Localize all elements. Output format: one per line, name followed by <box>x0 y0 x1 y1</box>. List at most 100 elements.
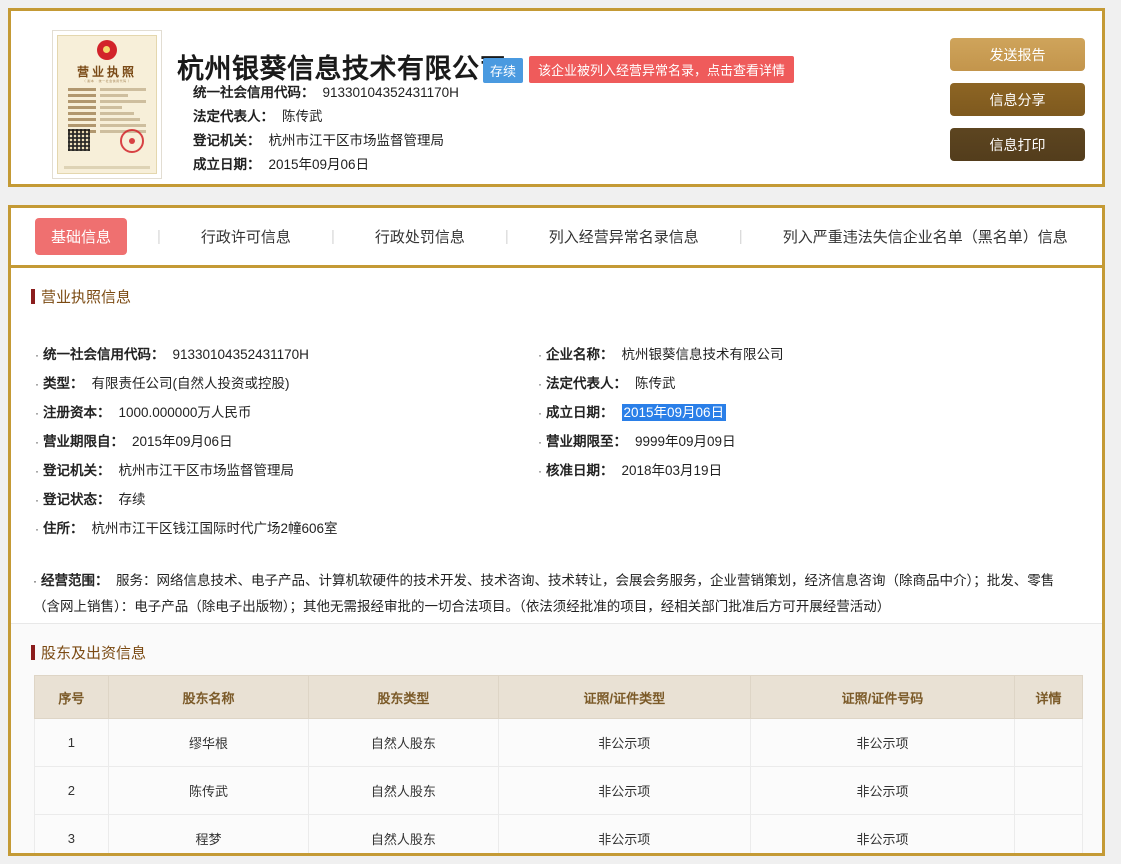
column-header-type: 股东类型 <box>308 675 499 719</box>
info-row-registration-status: · 登记状态： 存续 <box>35 491 146 509</box>
header-field-value: 陈传武 <box>282 109 323 124</box>
cell-name: 程梦 <box>107 814 310 853</box>
shareholders-section: 股东及出资信息 序号 股东名称 股东类型 证照/证件类型 证照/证件号码 详情 … <box>11 624 1102 853</box>
header-field-legal-rep: 法定代表人： 陈传武 <box>193 105 459 129</box>
info-label: 登记状态： <box>43 492 111 507</box>
info-row-term-to: · 营业期限至： 9999年09月09日 <box>538 433 736 451</box>
cell-name: 缪华根 <box>107 718 310 767</box>
header-field-value: 2015年09月06日 <box>268 157 370 172</box>
red-seal-icon <box>120 129 144 153</box>
bullet-icon: · <box>538 406 542 420</box>
send-report-button[interactable]: 发送报告 <box>950 38 1085 71</box>
info-value: 1000.000000万人民币 <box>118 405 252 420</box>
bullet-icon: · <box>35 377 39 391</box>
column-header-index: 序号 <box>34 675 109 719</box>
table-row: 1 缪华根 自然人股东 非公示项 非公示项 <box>34 718 1083 767</box>
national-emblem-icon <box>97 40 117 60</box>
header-field-label: 成立日期： <box>193 157 261 172</box>
info-row-credit-code: · 统一社会信用代码： 91330104352431170H <box>35 346 309 364</box>
info-row-registration-authority: · 登记机关： 杭州市江干区市场监督管理局 <box>35 462 294 480</box>
bullet-icon: · <box>538 435 542 449</box>
info-label: 登记机关： <box>43 463 111 478</box>
cell-type: 自然人股东 <box>308 766 499 815</box>
license-thumb-title: 营业执照 <box>76 65 137 79</box>
info-label: 住所： <box>43 521 84 536</box>
license-image-inner: 营业执照 （ 副本 · 统一社会信用代码 ） <box>57 35 157 174</box>
info-label: 营业期限自： <box>43 434 124 449</box>
bullet-icon: · <box>538 377 542 391</box>
section-marker-icon <box>31 289 35 304</box>
header-field-establish-date: 成立日期： 2015年09月06日 <box>193 153 459 177</box>
bullet-icon: · <box>538 464 542 478</box>
info-label: 营业期限至： <box>546 434 627 449</box>
cell-detail[interactable] <box>1014 814 1083 853</box>
info-value-selected[interactable]: 2015年09月06日 <box>621 404 727 421</box>
license-section-heading: 营业执照信息 <box>11 268 1102 317</box>
header-field-value: 91330104352431170H <box>322 85 459 100</box>
info-value: 杭州银葵信息技术有限公司 <box>621 347 784 362</box>
column-header-detail: 详情 <box>1014 675 1083 719</box>
info-value: 杭州市江干区市场监督管理局 <box>118 463 295 478</box>
info-row-business-scope: · 经营范围： 服务：网络信息技术、电子产品、计算机软硬件的技术开发、技术咨询、技… <box>33 568 1078 619</box>
tab-divider: | <box>157 228 161 245</box>
header-field-label: 统一社会信用代码： <box>193 85 315 100</box>
info-row-establish-date: · 成立日期： 2015年09月06日 <box>538 404 727 422</box>
action-button-group: 发送报告 信息分享 信息打印 <box>950 38 1085 173</box>
header-field-label: 登记机关： <box>193 133 261 148</box>
cell-index: 1 <box>34 718 109 767</box>
share-info-button[interactable]: 信息分享 <box>950 83 1085 116</box>
license-info-grid: · 统一社会信用代码： 91330104352431170H · 类型： 有限责任公司(… <box>11 317 1102 614</box>
table-header-row: 序号 股东名称 股东类型 证照/证件类型 证照/证件号码 详情 <box>34 675 1083 719</box>
cell-cert-type: 非公示项 <box>497 718 751 767</box>
header-field-credit-code: 统一社会信用代码： 91330104352431170H <box>193 81 459 105</box>
info-row-approval-date: · 核准日期： 2018年03月19日 <box>538 462 722 480</box>
tab-basic-info[interactable]: 基础信息 <box>35 218 128 255</box>
bullet-icon: · <box>35 464 39 478</box>
cell-detail[interactable] <box>1014 766 1083 815</box>
cell-cert-no: 非公示项 <box>749 718 1016 767</box>
section-marker-icon <box>31 645 35 660</box>
header-field-list: 统一社会信用代码： 91330104352431170H 法定代表人： 陈传武 登记… <box>193 81 459 177</box>
tab-admin-license[interactable]: 行政许可信息 <box>200 229 291 246</box>
tab-abnormal-list[interactable]: 列入经营异常名录信息 <box>548 229 699 246</box>
bullet-icon: · <box>33 574 37 588</box>
tab-divider: | <box>330 228 335 245</box>
license-footer-line <box>64 166 150 169</box>
cell-cert-no: 非公示项 <box>749 766 1016 815</box>
info-row-address: · 住所： 杭州市江干区钱江国际时代广场2幢606室 <box>35 520 338 538</box>
business-license-thumbnail[interactable]: 营业执照 （ 副本 · 统一社会信用代码 ） <box>52 30 162 179</box>
tab-divider: | <box>504 228 509 245</box>
page-title: 杭州银葵信息技术有限公司 <box>177 54 507 84</box>
info-row-company-name: · 企业名称： 杭州银葵信息技术有限公司 <box>538 346 784 364</box>
license-thumb-subtitle: （ 副本 · 统一社会信用代码 ） <box>82 79 132 83</box>
info-label: 企业名称： <box>546 347 614 362</box>
license-info-section: 营业执照信息 · 统一社会信用代码： 91330104352431170H · 类型：… <box>11 268 1102 624</box>
abnormal-operation-alert-badge[interactable]: 该企业被列入经营异常名录，点击查看详情 <box>529 56 795 83</box>
info-value: 陈传武 <box>635 376 676 391</box>
column-header-name: 股东名称 <box>107 675 310 719</box>
info-row-term-from: · 营业期限自： 2015年09月06日 <box>35 433 233 451</box>
qr-code-icon <box>68 129 90 151</box>
status-badge: 存续 <box>483 58 524 83</box>
license-section-title: 营业执照信息 <box>41 289 132 306</box>
cell-cert-no: 非公示项 <box>749 814 1016 853</box>
shareholders-section-heading: 股东及出资信息 <box>11 624 1102 673</box>
bullet-icon: · <box>35 406 39 420</box>
tab-bar: 基础信息 | 行政许可信息 | 行政处罚信息 | 列入经营异常名录信息 | 列入… <box>11 208 1102 268</box>
company-header-card: 营业执照 （ 副本 · 统一社会信用代码 ） 杭州银葵信息技术有限公司 存续 <box>8 8 1105 187</box>
info-label: 成立日期： <box>546 405 614 420</box>
shareholders-table: 序号 股东名称 股东类型 证照/证件类型 证照/证件号码 详情 1 缪华根 自然… <box>34 675 1083 853</box>
bullet-icon: · <box>35 493 39 507</box>
header-field-value: 杭州市江干区市场监督管理局 <box>268 133 445 148</box>
info-label: 核准日期： <box>546 463 614 478</box>
cell-detail[interactable] <box>1014 718 1083 767</box>
tab-admin-penalty[interactable]: 行政处罚信息 <box>374 229 465 246</box>
tab-blacklist[interactable]: 列入严重违法失信企业名单（黑名单）信息 <box>782 229 1068 246</box>
cell-cert-type: 非公示项 <box>497 814 751 853</box>
column-header-cert-type: 证照/证件类型 <box>497 675 751 719</box>
cell-index: 3 <box>34 814 109 853</box>
print-info-button[interactable]: 信息打印 <box>950 128 1085 161</box>
info-label: 统一社会信用代码： <box>43 347 165 362</box>
info-value: 2015年09月06日 <box>132 434 233 449</box>
column-header-cert-no: 证照/证件号码 <box>749 675 1016 719</box>
